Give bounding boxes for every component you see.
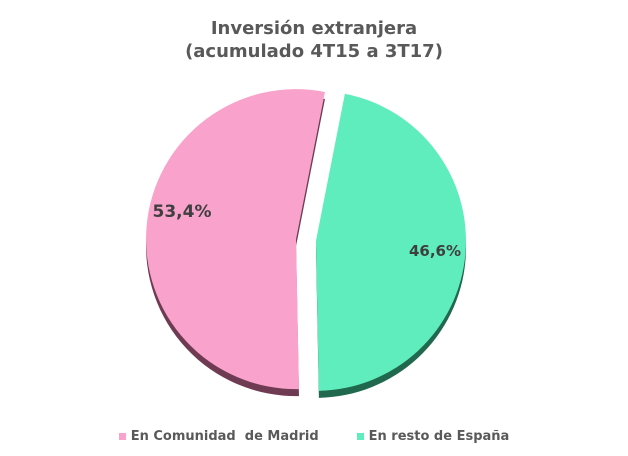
legend-item-comunidad-madrid: En Comunidad de Madrid — [118, 429, 319, 444]
pie-slice-comunidad-madrid — [146, 89, 325, 390]
legend-label-resto-espana: En resto de España — [368, 429, 510, 444]
legend-marker-resto-espana-icon — [356, 433, 364, 440]
chart-title-line1: Inversión extranjera — [210, 18, 418, 39]
chart-title-line2: (acumulado 4T15 a 3T17) — [185, 41, 443, 62]
legend: En Comunidad de Madrid En resto de Españ… — [0, 429, 628, 444]
legend-item-resto-espana: En resto de España — [356, 429, 510, 444]
legend-label-comunidad-madrid: En Comunidad de Madrid — [130, 429, 319, 444]
data-label-resto-espana: 46,6% — [408, 242, 462, 260]
data-label-comunidad-madrid: 53,4% — [152, 202, 212, 222]
legend-marker-comunidad-madrid-icon — [118, 433, 126, 440]
chart-title: Inversión extranjera (acumulado 4T15 a 3… — [0, 17, 628, 63]
pie-slice-resto-espana — [315, 93, 466, 391]
